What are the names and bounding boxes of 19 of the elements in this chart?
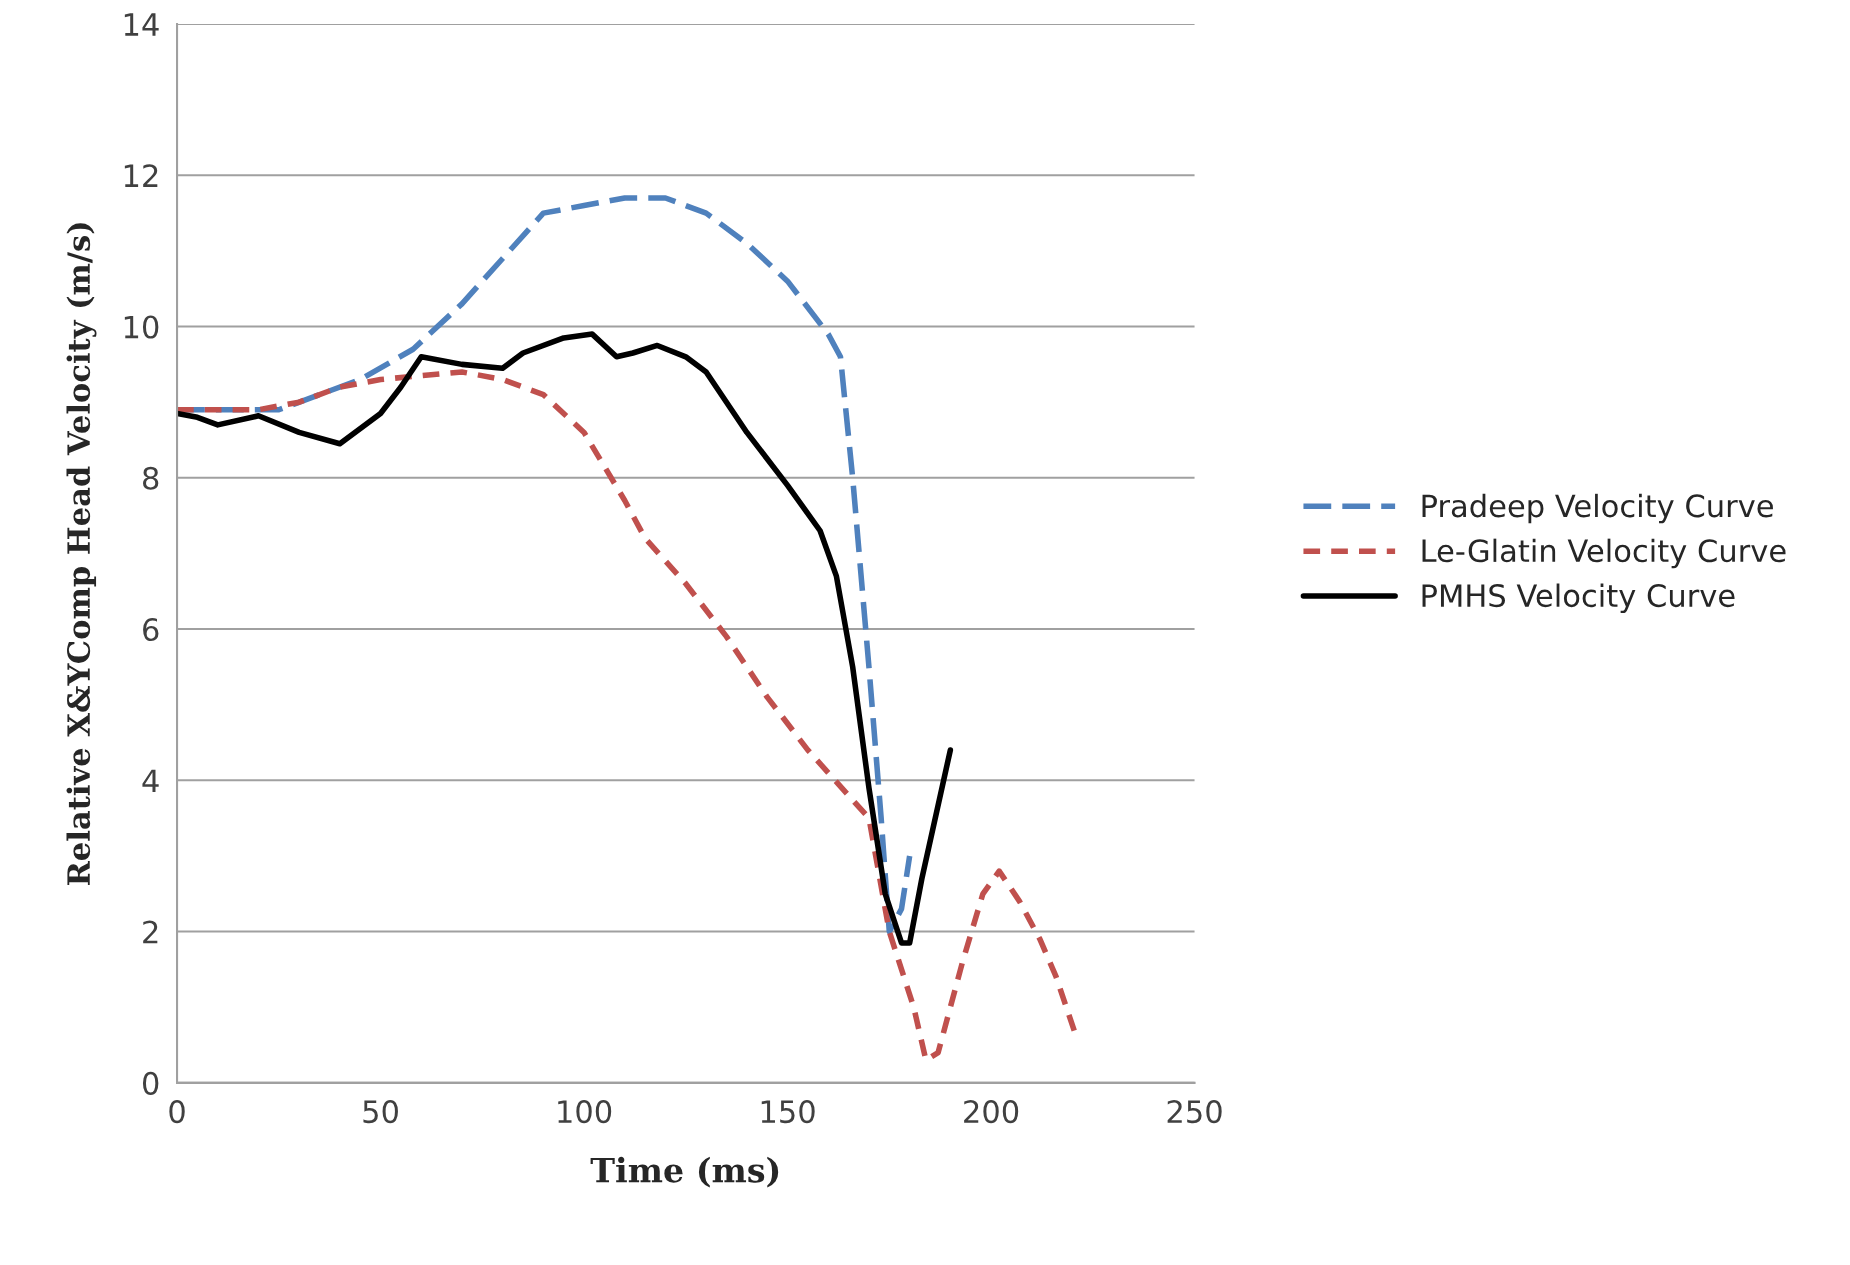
x-tick-label: 250 [1167, 1100, 1222, 1124]
legend-label: Pradeep Velocity Curve [1422, 493, 1773, 524]
legend-label: Le-Glatin Velocity Curve [1422, 538, 1786, 569]
x-tick-label: 0 [169, 1100, 185, 1124]
y-tick-label: 12 [124, 164, 158, 187]
x-tick-label: 50 [363, 1100, 398, 1124]
x-tick-label: 200 [964, 1100, 1019, 1124]
x-tick-label: 100 [558, 1100, 612, 1124]
y-tick-label: 14 [124, 13, 159, 36]
y-tick-label: 0 [142, 1071, 159, 1095]
y-tick-label: 2 [143, 920, 158, 944]
y-tick-label: 8 [143, 466, 159, 490]
x-tick-label: 150 [761, 1100, 815, 1124]
y-tick-label: 10 [124, 315, 159, 339]
legend-label: PMHS Velocity Curve [1422, 583, 1735, 614]
x-axis-title: Time (ms) [590, 1156, 779, 1188]
y-axis-title: Relative X&YComp Head Velocity (m/s) [66, 223, 97, 886]
y-tick-label: 6 [143, 618, 159, 642]
y-tick-label: 4 [142, 769, 159, 792]
